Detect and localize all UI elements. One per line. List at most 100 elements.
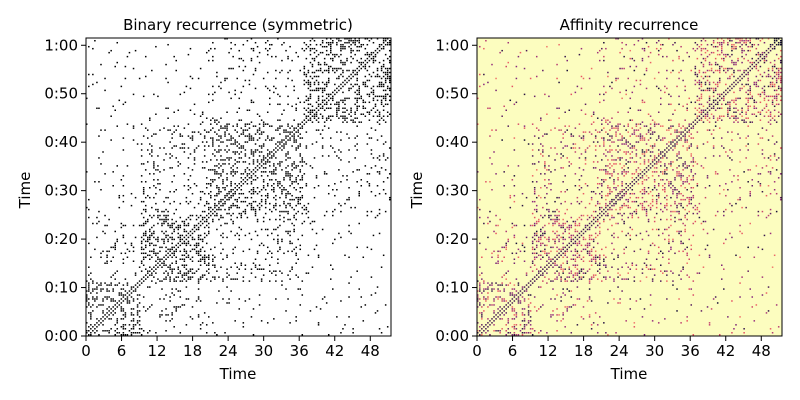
- affinity-cell: [576, 196, 579, 199]
- binary-cell: [372, 91, 375, 94]
- affinity-cell: [627, 171, 629, 173]
- binary-cell: [102, 310, 104, 312]
- affinity-cell: [603, 218, 605, 221]
- binary-cell: [147, 332, 149, 334]
- affinity-cell: [572, 220, 575, 223]
- binary-cell: [197, 238, 200, 241]
- binary-cell: [317, 63, 320, 66]
- affinity-cell: [649, 268, 652, 270]
- binary-cell: [149, 306, 151, 308]
- binary-cell: [234, 43, 236, 46]
- affinity-cell: [668, 183, 670, 185]
- binary-cell: [212, 55, 214, 58]
- binary-cell: [161, 246, 163, 249]
- affinity-cell: [651, 204, 654, 207]
- binary-cell: [291, 242, 293, 245]
- binary-cell: [295, 139, 297, 141]
- binary-cell: [142, 280, 145, 282]
- affinity-cell: [554, 218, 556, 221]
- binary-cell: [254, 125, 257, 127]
- binary-cell: [208, 212, 210, 215]
- binary-cell: [240, 216, 243, 219]
- binary-cell: [350, 115, 352, 117]
- binary-cell: [228, 274, 230, 276]
- binary-cell: [321, 81, 324, 84]
- affinity-cell: [601, 169, 603, 171]
- binary-cell: [378, 173, 381, 175]
- affinity-cell: [682, 145, 684, 147]
- affinity-cell: [761, 276, 764, 278]
- binary-cell: [187, 270, 190, 272]
- affinity-cell: [641, 272, 644, 274]
- affinity-cell: [540, 270, 542, 272]
- binary-cell: [250, 139, 253, 141]
- binary-cell: [262, 125, 265, 127]
- binary-cell: [173, 280, 175, 282]
- binary-cell: [151, 234, 153, 237]
- binary-cell: [386, 57, 389, 60]
- binary-cell: [208, 268, 210, 270]
- binary-cell: [189, 47, 192, 50]
- binary-cell: [218, 188, 220, 191]
- affinity-cell: [505, 312, 507, 314]
- binary-cell: [224, 202, 226, 205]
- affinity-cell: [501, 246, 503, 249]
- affinity-cell: [533, 208, 536, 211]
- binary-cell: [234, 198, 236, 201]
- affinity-cell: [767, 310, 770, 312]
- binary-cell: [330, 145, 332, 147]
- binary-cell: [144, 268, 147, 270]
- affinity-cell: [779, 147, 782, 149]
- affinity-cell: [540, 236, 542, 239]
- binary-cell: [132, 300, 135, 302]
- binary-cell: [218, 121, 220, 123]
- affinity-cell: [676, 206, 678, 209]
- affinity-cell: [657, 192, 660, 195]
- affinity-cell: [739, 161, 741, 163]
- binary-cell: [358, 121, 360, 123]
- affinity-cell: [676, 196, 678, 199]
- binary-cell: [340, 73, 342, 76]
- binary-cell: [112, 171, 114, 173]
- affinity-cell: [674, 139, 676, 141]
- affinity-cell: [495, 330, 497, 332]
- binary-cell: [277, 38, 279, 40]
- affinity-cell: [596, 214, 599, 217]
- binary-cell: [228, 298, 230, 300]
- binary-cell: [350, 43, 352, 46]
- affinity-cell: [564, 326, 566, 328]
- binary-cell: [208, 272, 210, 274]
- affinity-cell: [578, 157, 581, 159]
- affinity-cell: [684, 141, 686, 143]
- affinity-cell: [576, 264, 579, 266]
- affinity-cell: [479, 312, 481, 314]
- affinity-cell: [483, 290, 485, 292]
- affinity-cell: [584, 159, 587, 161]
- binary-cell: [289, 192, 291, 195]
- binary-cell: [163, 200, 165, 203]
- affinity-cell: [531, 246, 534, 249]
- binary-cell: [285, 135, 287, 137]
- binary-cell: [325, 173, 328, 175]
- binary-cell: [100, 318, 102, 320]
- affinity-cell: [655, 206, 658, 209]
- binary-cell: [179, 306, 182, 308]
- binary-cell: [195, 224, 198, 227]
- binary-cell: [334, 55, 336, 58]
- affinity-cell: [570, 258, 573, 261]
- binary-cell: [185, 324, 188, 326]
- binary-cell: [232, 192, 234, 195]
- affinity-cell: [519, 330, 522, 332]
- affinity-cell: [775, 304, 778, 306]
- affinity-cell: [617, 272, 619, 274]
- binary-cell: [277, 145, 279, 147]
- affinity-cell: [560, 280, 562, 282]
- affinity-cell: [641, 206, 644, 209]
- binary-cell: [187, 179, 190, 181]
- affinity-cell: [483, 326, 485, 328]
- binary-cell: [228, 67, 230, 70]
- affinity-cell: [712, 298, 715, 300]
- binary-cell: [307, 272, 310, 274]
- binary-cell: [214, 278, 216, 280]
